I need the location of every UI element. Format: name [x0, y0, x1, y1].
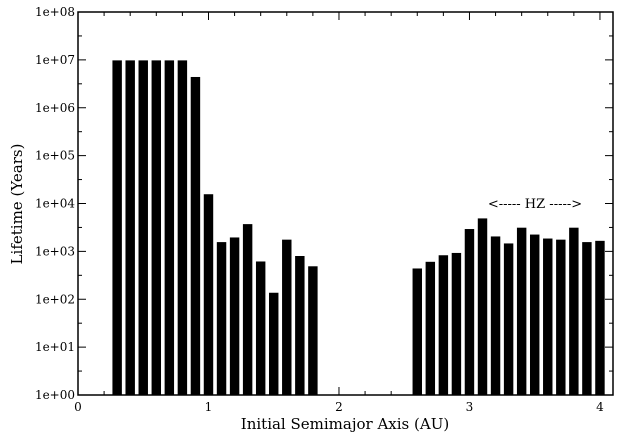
- bar: [568, 226, 580, 396]
- y-tick-label: 1e+04: [35, 197, 75, 211]
- x-tick-label: 0: [74, 400, 82, 414]
- bar: [502, 242, 515, 396]
- bar: [463, 228, 476, 396]
- bar: [111, 59, 123, 396]
- bar: [411, 267, 423, 396]
- y-tick-label: 1e+01: [35, 340, 75, 354]
- bar: [515, 226, 528, 396]
- bar: [215, 241, 228, 396]
- x-tick-label: 4: [596, 400, 604, 414]
- y-tick-label: 1e+00: [35, 388, 75, 402]
- bar: [176, 59, 189, 396]
- bar: [137, 59, 149, 396]
- y-tick-label: 1e+03: [35, 244, 75, 258]
- bar: [555, 238, 567, 396]
- y-tick-label: 1e+07: [35, 53, 75, 67]
- bar: [228, 236, 241, 396]
- ticks: [77, 11, 613, 396]
- y-tick-label: 1e+02: [35, 292, 75, 306]
- bar: [581, 241, 593, 396]
- bar: [594, 239, 606, 396]
- bar: [489, 235, 502, 396]
- bar: [528, 233, 541, 396]
- x-tick-label: 3: [466, 400, 474, 414]
- bar: [281, 238, 293, 396]
- bar: [268, 291, 280, 396]
- y-tick-label: 1e+08: [35, 5, 75, 19]
- y-tick-label: 1e+06: [35, 101, 75, 115]
- x-tick-label: 2: [335, 400, 343, 414]
- bar: [307, 265, 319, 396]
- bar: [542, 237, 554, 396]
- bar: [437, 254, 450, 396]
- bar: [294, 255, 306, 396]
- bar: [124, 59, 136, 396]
- bar: [450, 251, 463, 396]
- x-tick-label: 1: [205, 400, 213, 414]
- bar: [150, 59, 163, 396]
- bar: [424, 260, 437, 396]
- bar: [476, 217, 489, 396]
- bar: [254, 260, 267, 396]
- y-tick-label: 1e+05: [35, 149, 75, 163]
- bar: [163, 59, 176, 396]
- bars: [111, 59, 606, 396]
- y-axis-title: Lifetime (Years): [8, 144, 26, 265]
- bar: [202, 193, 215, 396]
- bar: [241, 223, 254, 396]
- tick-labels: 0 1 2 3 4 1e+00 1e+01 1e+02 1e+03 1e+04 1e+05 1e+06…: [35, 5, 604, 414]
- x-axis-title: Initial Semimajor Axis (AU): [241, 415, 449, 433]
- bar: [189, 75, 202, 396]
- hz-annotation: <----- HZ ----->: [488, 197, 582, 212]
